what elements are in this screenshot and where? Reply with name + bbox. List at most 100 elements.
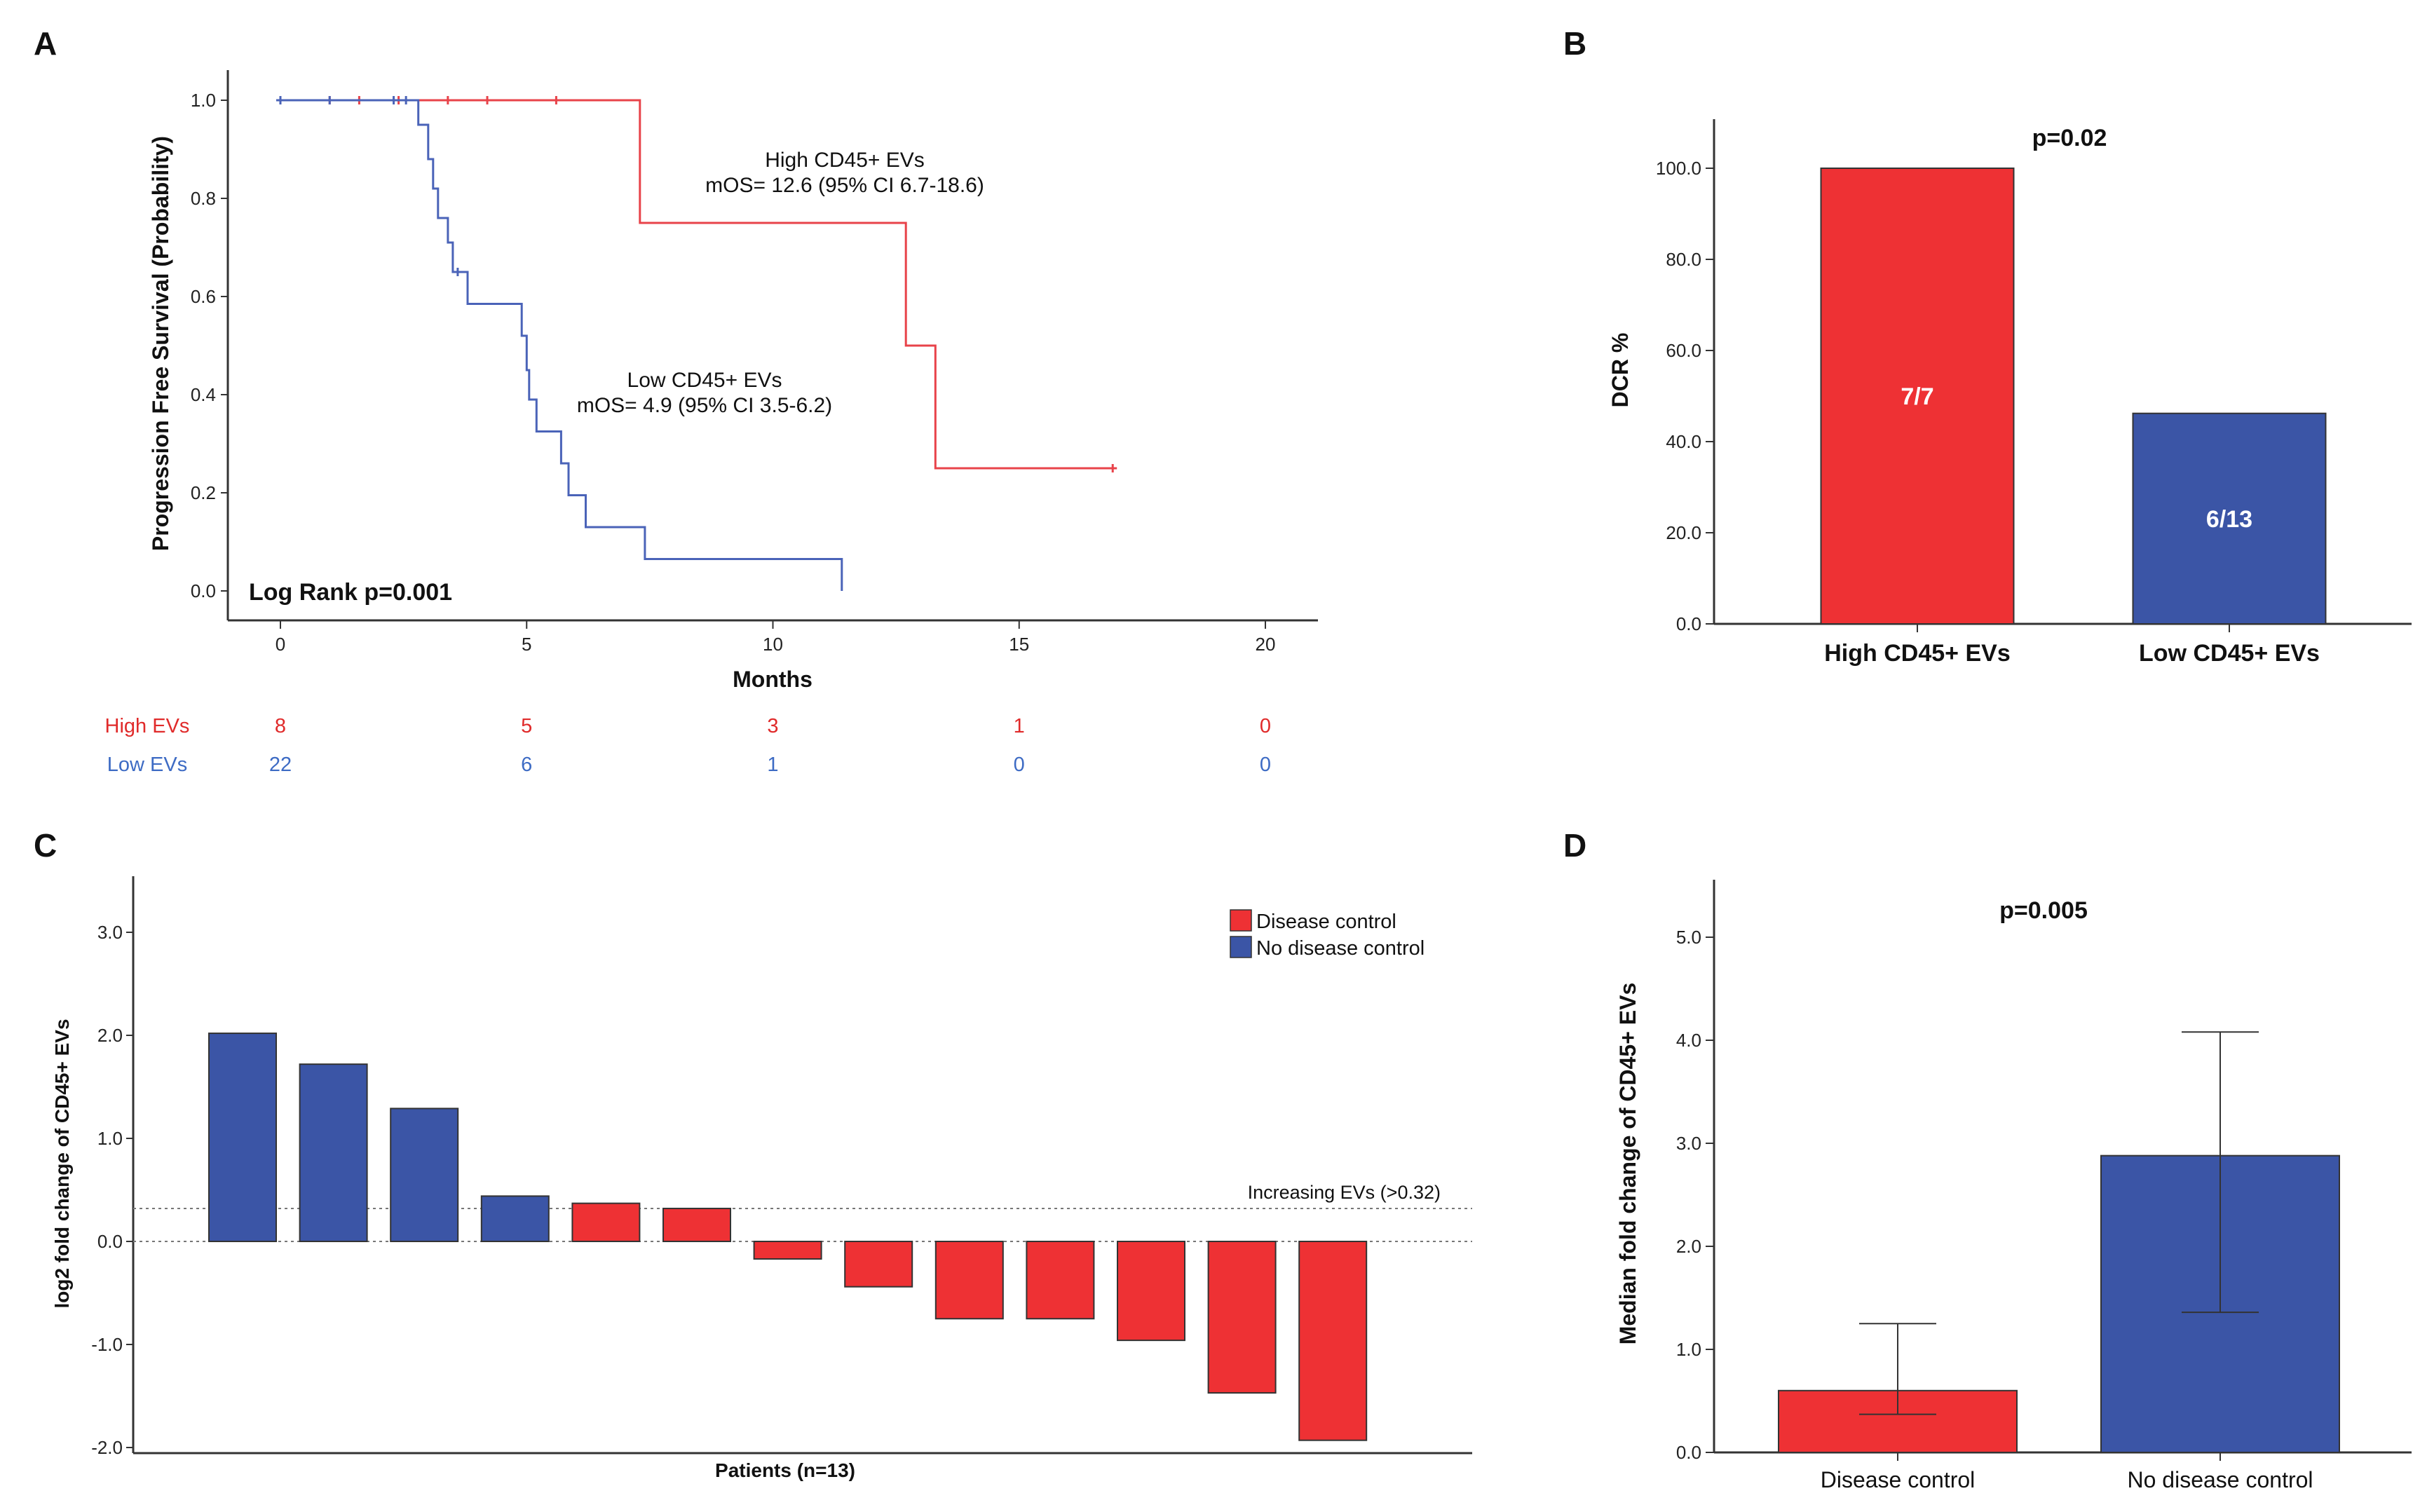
panel-letter-b: B <box>1563 25 1586 62</box>
panel-c-y-tick-label: -1.0 <box>91 1334 123 1355</box>
panel-b-y-tick-label: 20.0 <box>1666 522 1701 543</box>
legend-label-no-disease-control: No disease control <box>1256 937 1425 960</box>
panel-a-y-tick-label: 0.6 <box>191 286 216 307</box>
censor-mark-blue <box>389 96 398 104</box>
panel-d-bars: Disease control No disease control <box>1778 1031 2340 1492</box>
log-rank-annotation: Log Rank p=0.001 <box>249 579 452 606</box>
risk-count: 6 <box>521 754 532 776</box>
low-evs-annotation-name: Low CD45+ EVs <box>627 369 782 392</box>
censor-mark-red <box>483 96 492 104</box>
panel-d-p-value: p=0.005 <box>1999 897 2088 924</box>
panel-a-y-tick-label: 0.0 <box>191 580 216 601</box>
censor-mark-red <box>552 96 561 104</box>
waterfall-bar <box>1026 1241 1095 1320</box>
risk-row-label: High EVs <box>105 715 190 737</box>
panel-c-y-tick-label: -2.0 <box>91 1437 123 1458</box>
km-curve-blue <box>280 99 843 591</box>
waterfall-bar <box>1117 1241 1185 1342</box>
waterfall-bar <box>571 1202 641 1242</box>
panel-b-y-tick-label: 40.0 <box>1666 431 1701 452</box>
waterfall-bar <box>662 1207 731 1242</box>
legend-swatch-disease-control <box>1230 909 1252 932</box>
panel-d-y-ticks: 0.0 1.0 2.0 3.0 4.0 5.0 <box>1676 927 1714 1463</box>
panel-b-y-tick-label: 0.0 <box>1676 613 1701 634</box>
dcr-bar <box>2132 412 2327 625</box>
waterfall-bar <box>208 1033 277 1243</box>
panel-b-bars: 7/7 High CD45+ EVs 6/13 Low CD45+ EVs <box>1820 168 2327 667</box>
risk-count: 1 <box>767 754 778 776</box>
panel-letter-d: D <box>1563 827 1586 864</box>
panel-d-y-tick-label: 2.0 <box>1676 1236 1701 1257</box>
panel-a-x-tick-label: 10 <box>763 634 783 655</box>
panel-a-y-ticks: 0.0 0.2 0.4 0.6 0.8 1.0 <box>191 90 228 601</box>
panel-c-y-tick-label: 1.0 <box>97 1128 123 1149</box>
censor-mark-blue <box>453 268 462 276</box>
panel-d-y-tick-label: 3.0 <box>1676 1133 1701 1154</box>
panel-b-chart: 0.0 20.0 40.0 60.0 80.0 100.0 7/7 High CD45+ E… <box>1607 119 2412 667</box>
risk-count: 0 <box>1014 754 1025 776</box>
panel-a-x-tick-label: 15 <box>1009 634 1029 655</box>
panel-c-y-ticks: -2.0 -1.0 0.0 1.0 2.0 3.0 <box>91 922 133 1458</box>
waterfall-bar <box>1207 1241 1277 1394</box>
panel-a-x-ticks: 0 5 10 15 20 <box>276 620 1276 655</box>
panel-d-y-tick-label: 1.0 <box>1676 1339 1701 1360</box>
dcr-bar-label: 7/7 <box>1901 383 1933 410</box>
waterfall-bar <box>480 1195 550 1242</box>
risk-row-label: Low EVs <box>107 754 187 776</box>
censor-mark-blue <box>325 96 334 104</box>
panel-c-y-tick-label: 3.0 <box>97 922 123 943</box>
panel-a-chart: 0.00.20.40.60.81.0 0 5 10 15 20 Progression … <box>105 70 1318 776</box>
panel-d-y-tick-label: 0.0 <box>1676 1442 1701 1463</box>
panel-c-y-label: log2 fold change of CD45+ EVs <box>51 1019 73 1308</box>
panel-b-p-value: p=0.02 <box>2032 125 2107 151</box>
panel-a-y-tick-label: 0.8 <box>191 188 216 209</box>
legend-label-disease-control: Disease control <box>1256 911 1396 933</box>
panel-b-y-ticks: 0.0 20.0 40.0 60.0 80.0 100.0 <box>1656 158 1714 634</box>
panel-a-x-tick-label: 0 <box>276 634 285 655</box>
km-curve-red <box>280 99 1113 470</box>
risk-count: 1 <box>1014 715 1025 737</box>
panel-letter-a: A <box>34 25 57 62</box>
panel-d-category-label: Disease control <box>1821 1467 1976 1492</box>
panel-b-category-label: High CD45+ EVs <box>1824 640 2010 667</box>
censor-mark-red <box>443 96 452 104</box>
panel-d-y-tick-label: 5.0 <box>1676 927 1701 948</box>
panel-d-chart: 0.0 1.0 2.0 3.0 4.0 5.0 Disease control No dis… <box>1615 880 2412 1492</box>
panel-a-x-tick-label: 5 <box>522 634 531 655</box>
panel-a-y-tick-label: 0.4 <box>191 384 216 405</box>
panel-c-x-label: Patients (n=13) <box>715 1459 855 1481</box>
panel-b-y-tick-label: 100.0 <box>1656 158 1701 179</box>
waterfall-bar <box>390 1108 459 1242</box>
censor-mark-red <box>1108 464 1117 472</box>
panel-a-curves <box>276 96 1117 591</box>
panel-a-x-label: Months <box>733 667 813 692</box>
panel-b-y-tick-label: 80.0 <box>1666 249 1701 270</box>
panel-c-chart: -2.0 -1.0 0.0 1.0 2.0 3.0 Increasing EVs (>0.… <box>51 876 1472 1481</box>
waterfall-bar <box>299 1063 368 1243</box>
panel-b-y-tick-label: 60.0 <box>1666 340 1701 361</box>
dcr-bar <box>1820 168 2015 625</box>
waterfall-bar <box>753 1241 822 1260</box>
censor-mark-blue <box>276 96 285 104</box>
panel-d-y-tick-label: 4.0 <box>1676 1030 1701 1051</box>
legend-swatch-no-disease-control <box>1230 936 1252 958</box>
risk-count: 0 <box>1260 754 1271 776</box>
panel-c-bars <box>208 1033 1368 1441</box>
panel-a-y-label: Progression Free Survival (Probability) <box>148 136 173 551</box>
panel-a-y-tick-label: 1.0 <box>191 90 216 111</box>
risk-count: 5 <box>521 715 532 737</box>
risk-count: 8 <box>275 715 286 737</box>
risk-count: 0 <box>1260 715 1271 737</box>
dcr-bar-label: 6/13 <box>2206 506 2252 533</box>
panel-d-y-label: Median fold change of CD45+ EVs <box>1615 983 1640 1345</box>
panel-d-category-label: No disease control <box>2127 1467 2313 1492</box>
high-evs-annotation-name: High CD45+ EVs <box>765 149 925 172</box>
panel-c-legend: Disease control No disease control <box>1230 909 1425 960</box>
panel-c-y-tick-label: 2.0 <box>97 1025 123 1046</box>
panel-c-y-tick-label: 0.0 <box>97 1231 123 1252</box>
high-evs-annotation-mos: mOS= 12.6 (95% CI 6.7-18.6) <box>705 174 984 197</box>
risk-count: 22 <box>269 754 292 776</box>
panel-a-x-tick-label: 20 <box>1256 634 1276 655</box>
low-evs-annotation-mos: mOS= 4.9 (95% CI 3.5-6.2) <box>577 394 832 417</box>
